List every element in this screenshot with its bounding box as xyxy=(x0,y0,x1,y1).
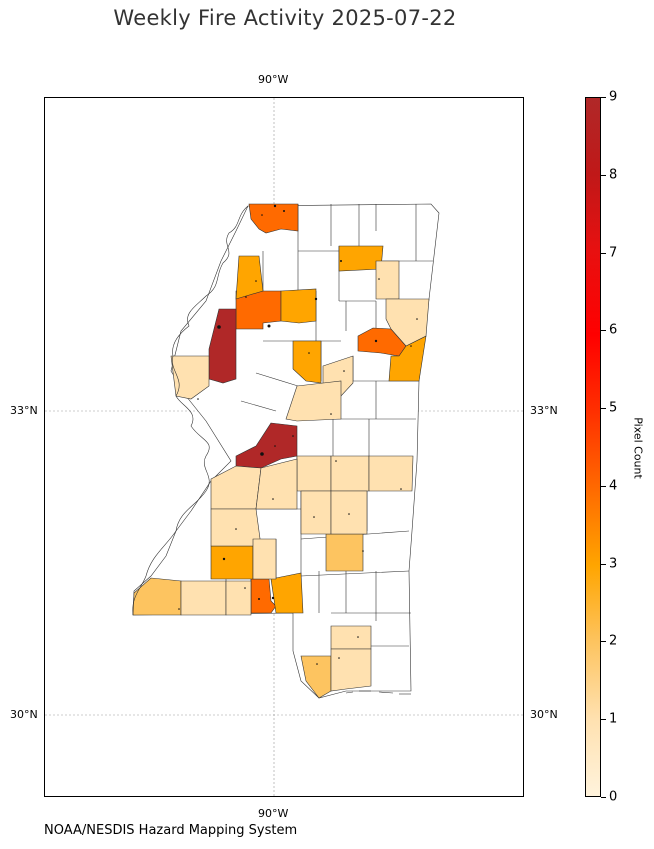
mississippi-county-map xyxy=(45,98,523,796)
mississippi-river-border xyxy=(132,205,249,616)
county-wilkinson-count2 xyxy=(132,577,182,616)
lat-label-33-left: 33°N xyxy=(10,404,38,417)
county-george-count1 xyxy=(330,625,372,650)
hotspot-markers xyxy=(178,204,418,665)
colorbar-tick-label: 8 xyxy=(609,167,618,183)
county-jackson-count1 xyxy=(330,648,372,692)
county-carroll-count3 xyxy=(292,340,322,384)
county-lincoln-count1 xyxy=(252,538,277,580)
county-rankin-count1 xyxy=(296,455,332,492)
colorbar-tick-label: 9 xyxy=(609,89,618,105)
county-tunica-count4 xyxy=(248,203,299,234)
county-pearl-river-count2 xyxy=(300,655,332,699)
county-amite-count1 xyxy=(180,580,227,616)
map-title: Weekly Fire Activity 2025-07-22 xyxy=(113,6,457,30)
data-source-credit: NOAA/NESDIS Hazard Mapping System xyxy=(44,823,298,838)
lon-label-top: 90°W xyxy=(258,73,289,86)
colorbar-tick-label: 6 xyxy=(609,322,618,338)
lat-label-33-right: 33°N xyxy=(530,404,558,417)
county-simpson-count1 xyxy=(255,458,298,510)
colorbar-title: Pixel Count xyxy=(631,417,645,479)
colorbar-tick-label: 3 xyxy=(609,556,618,572)
colorbar-tick-label: 7 xyxy=(609,245,618,261)
colorbar-tick-label: 2 xyxy=(609,633,618,649)
colorbar-tick-label: 5 xyxy=(609,400,618,416)
colorbar-tick-label: 0 xyxy=(609,789,618,805)
county-hinds-count1 xyxy=(210,465,262,510)
county-coahoma-count3 xyxy=(235,255,264,300)
county-jasper-count1 xyxy=(330,490,368,535)
colorbar-tick-label: 1 xyxy=(609,711,618,727)
county-monroe-count1 xyxy=(385,298,430,347)
lat-label-30-right: 30°N xyxy=(530,708,558,721)
colorbar xyxy=(585,97,601,797)
county-smith-count1 xyxy=(300,490,332,535)
county-calhoun-count3 xyxy=(280,288,317,324)
fire-counties xyxy=(132,203,430,699)
county-jefferson-davis-count2 xyxy=(325,533,364,572)
county-newton-count1 xyxy=(368,455,414,492)
county-washington-count9 xyxy=(208,308,237,384)
county-sharkey-count1 xyxy=(170,355,210,400)
county-copiah-count3 xyxy=(210,545,254,580)
county-walthall-count3 xyxy=(270,572,304,614)
lon-label-bottom: 90°W xyxy=(258,807,289,820)
map-panel[interactable] xyxy=(44,97,524,797)
county-franklin-count1 xyxy=(225,580,252,616)
county-attala-count1 xyxy=(285,380,342,422)
colorbar-tick-label: 4 xyxy=(609,478,618,494)
lat-label-30-left: 30°N xyxy=(10,708,38,721)
barrier-islands xyxy=(345,690,411,695)
county-itawamba-count1 xyxy=(375,260,400,300)
